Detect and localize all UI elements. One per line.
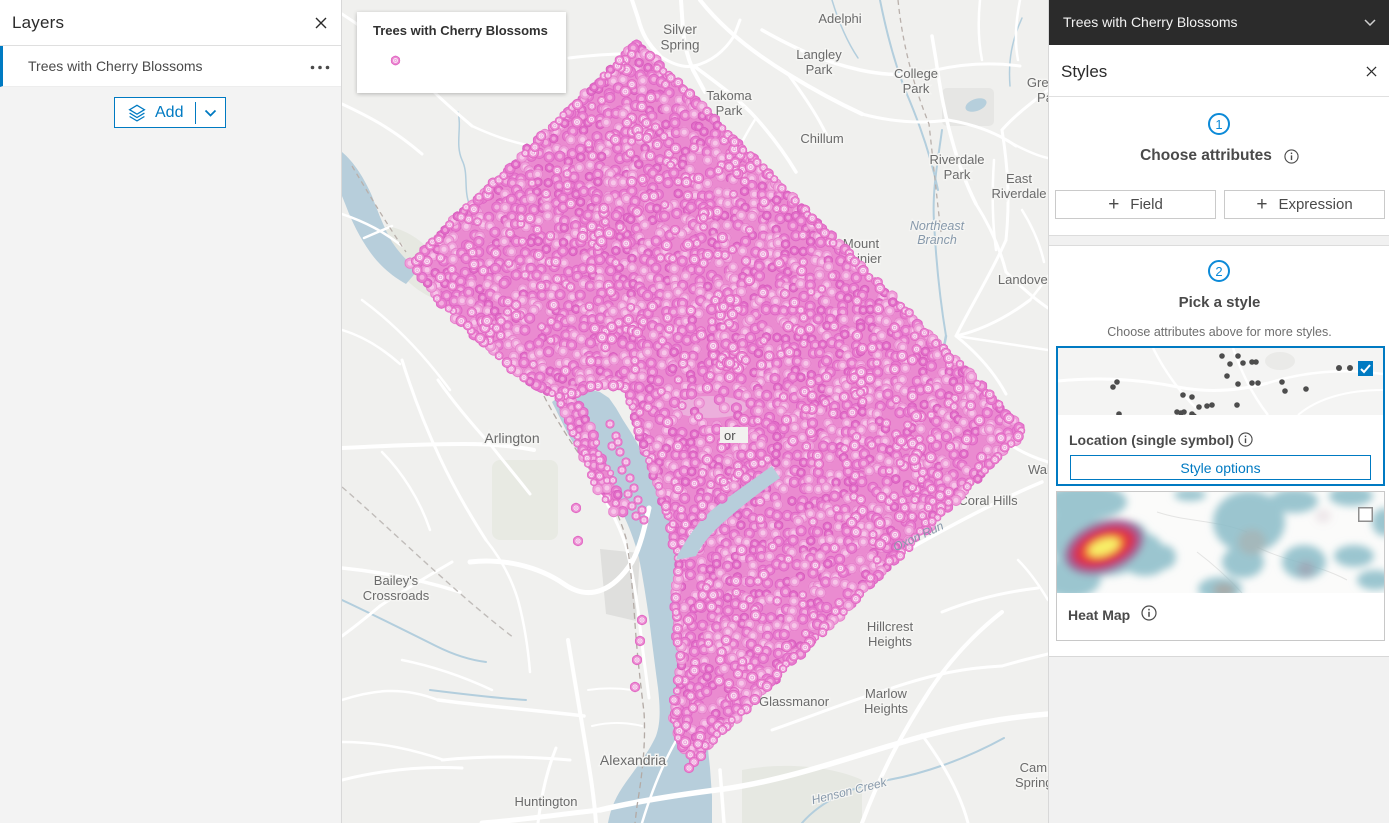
svg-text:Alexandria: Alexandria: [600, 752, 666, 768]
svg-text:Glassmanor: Glassmanor: [759, 694, 830, 709]
svg-text:Camp: Camp: [1020, 760, 1048, 775]
svg-text:Heights: Heights: [864, 701, 909, 716]
svg-text:Adelphi: Adelphi: [818, 11, 861, 26]
svg-text:Branch: Branch: [917, 233, 957, 247]
svg-text:Walker Mill: Walker Mill: [1028, 462, 1048, 477]
svg-text:Marlow: Marlow: [865, 686, 908, 701]
svg-text:Crossroads: Crossroads: [363, 588, 430, 603]
svg-text:Arlington: Arlington: [484, 430, 539, 446]
svg-text:Pa: Pa: [1037, 90, 1048, 105]
svg-text:Huntington: Huntington: [515, 794, 578, 809]
svg-text:Park: Park: [944, 167, 971, 182]
svg-text:Chillum: Chillum: [800, 131, 843, 146]
svg-text:East: East: [1006, 171, 1032, 186]
svg-text:Spring: Spring: [660, 38, 699, 53]
svg-text:Hillcrest: Hillcrest: [867, 619, 914, 634]
svg-text:Northeast: Northeast: [910, 219, 965, 233]
svg-text:Park: Park: [903, 81, 930, 96]
svg-text:Riverdale: Riverdale: [992, 186, 1047, 201]
svg-text:Springs: Springs: [1015, 775, 1048, 790]
svg-text:Heights: Heights: [868, 634, 913, 649]
svg-text:Riverdale: Riverdale: [930, 152, 985, 167]
svg-text:Green: Green: [1027, 75, 1048, 90]
svg-text:Bailey's: Bailey's: [374, 573, 419, 588]
svg-text:Langley: Langley: [796, 47, 842, 62]
svg-text:Park: Park: [806, 62, 833, 77]
svg-text:or: or: [724, 428, 736, 443]
svg-text:Silver: Silver: [663, 22, 697, 37]
svg-text:Takoma: Takoma: [706, 88, 752, 103]
svg-text:Coral Hills: Coral Hills: [958, 493, 1018, 508]
svg-text:College: College: [894, 66, 938, 81]
svg-text:Landover: Landover: [998, 272, 1048, 287]
svg-text:Mount: Mount: [843, 236, 880, 251]
svg-text:Park: Park: [716, 103, 743, 118]
